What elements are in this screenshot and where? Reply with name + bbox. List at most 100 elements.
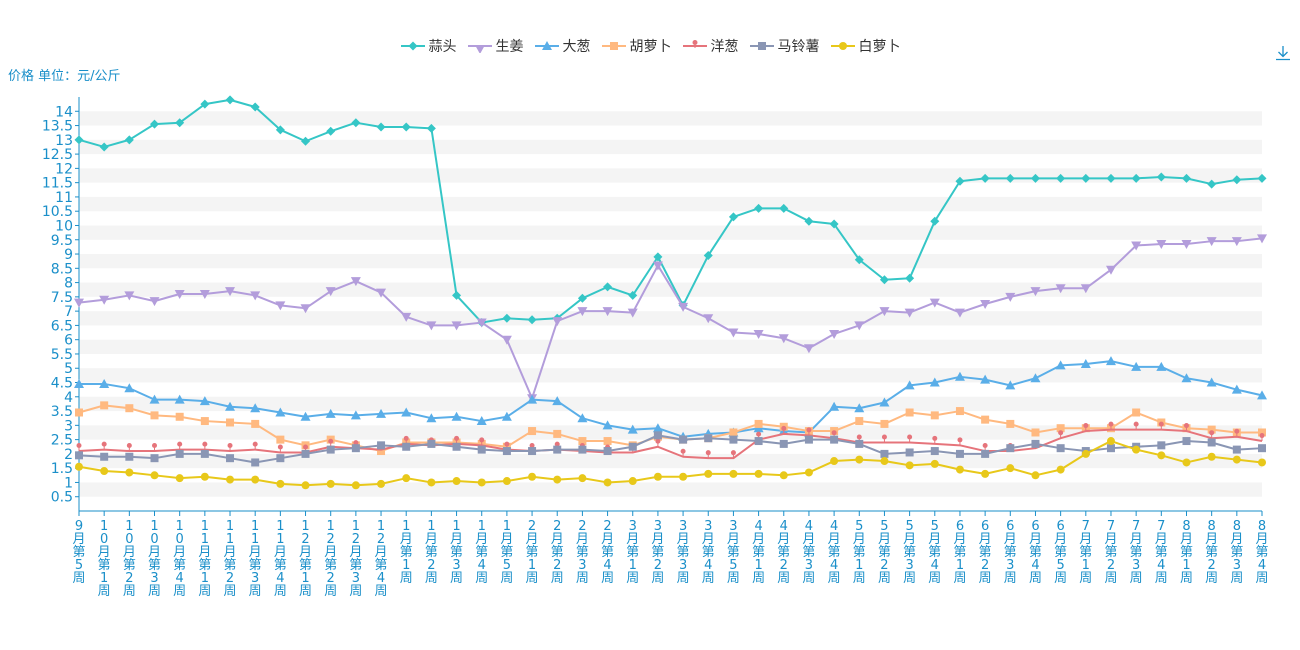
data-point bbox=[603, 437, 612, 446]
pin-head bbox=[781, 425, 787, 431]
data-point bbox=[353, 440, 359, 449]
data-point bbox=[275, 301, 286, 311]
data-point bbox=[476, 318, 487, 328]
data-point bbox=[578, 445, 587, 454]
data-point bbox=[1006, 419, 1015, 428]
y-axis-ticks: 0.511.522.533.544.555.566.577.588.599.51… bbox=[42, 104, 79, 506]
x-tick-label: 7 月第 2 周 bbox=[1104, 519, 1117, 586]
pin-head bbox=[403, 435, 409, 441]
data-point bbox=[552, 317, 563, 327]
x-tick-label: 4 月第 4 周 bbox=[828, 519, 841, 586]
data-point bbox=[325, 408, 336, 418]
data-point bbox=[678, 431, 689, 441]
pin-head bbox=[101, 441, 107, 447]
data-point bbox=[350, 277, 361, 287]
data-point bbox=[754, 419, 763, 428]
data-point bbox=[779, 422, 788, 431]
data-point bbox=[200, 417, 209, 426]
data-point bbox=[1080, 358, 1091, 368]
data-point bbox=[930, 447, 939, 456]
data-point bbox=[276, 454, 285, 463]
data-point bbox=[451, 411, 462, 421]
pin-head bbox=[177, 441, 183, 447]
data-point bbox=[100, 401, 109, 410]
data-point bbox=[427, 438, 436, 447]
pin-head bbox=[1108, 421, 1114, 427]
data-point bbox=[301, 481, 310, 490]
data-point bbox=[1232, 455, 1241, 464]
data-point bbox=[855, 455, 864, 464]
legend-label: 洋葱 bbox=[710, 39, 739, 55]
data-point bbox=[880, 449, 889, 458]
data-point bbox=[602, 420, 613, 430]
data-point bbox=[1056, 424, 1065, 433]
x-tick-label: 1 1 月第 3 周 bbox=[249, 519, 262, 599]
data-point bbox=[578, 474, 587, 483]
data-point bbox=[729, 428, 738, 437]
data-point bbox=[477, 439, 486, 448]
data-point bbox=[628, 477, 637, 486]
data-point bbox=[1231, 237, 1242, 247]
data-point bbox=[577, 413, 588, 423]
y-tick-label: 11.5 bbox=[42, 176, 73, 192]
data-point bbox=[679, 435, 688, 444]
data-point bbox=[527, 394, 538, 404]
data-point bbox=[930, 459, 939, 468]
pin-head bbox=[1158, 421, 1164, 427]
data-point bbox=[99, 378, 110, 388]
data-point bbox=[1156, 172, 1166, 182]
pin-head bbox=[692, 40, 697, 45]
pin-head bbox=[579, 443, 585, 449]
data-point bbox=[704, 469, 713, 478]
data-point bbox=[980, 300, 991, 309]
legend-swatch-icon bbox=[830, 42, 855, 50]
y-tick-label: 2.5 bbox=[51, 433, 73, 449]
data-point bbox=[125, 452, 134, 461]
legend-item[interactable]: 洋葱 bbox=[682, 36, 739, 56]
legend-swatch-icon bbox=[749, 42, 774, 50]
data-point bbox=[981, 449, 990, 458]
data-point bbox=[1006, 444, 1015, 453]
data-point bbox=[854, 255, 864, 265]
data-point bbox=[300, 411, 311, 421]
x-tick-label: 8 月第 3 周 bbox=[1230, 519, 1243, 586]
y-tick-label: 9.5 bbox=[51, 233, 73, 249]
data-point bbox=[756, 431, 762, 440]
data-point bbox=[753, 329, 764, 339]
x-tick-label: 2 月第 3 周 bbox=[576, 519, 589, 586]
legend-marker bbox=[692, 40, 697, 48]
data-point bbox=[552, 313, 562, 323]
pin-head bbox=[76, 443, 82, 449]
legend-item[interactable]: 生姜 bbox=[467, 36, 524, 56]
data-point bbox=[300, 304, 311, 314]
data-point bbox=[1207, 438, 1216, 447]
legend-item[interactable]: 马铃薯 bbox=[749, 36, 820, 56]
legend-item[interactable]: 胡萝卜 bbox=[601, 36, 672, 56]
pin-head bbox=[454, 435, 460, 441]
legend-item[interactable]: 白萝卜 bbox=[830, 36, 901, 56]
data-point bbox=[955, 176, 965, 186]
data-point bbox=[101, 441, 107, 450]
data-point bbox=[276, 435, 285, 444]
data-point bbox=[856, 434, 862, 443]
x-tick-label: 1 月第 4 周 bbox=[475, 519, 488, 586]
x-tick-label: 8 月第 2 周 bbox=[1205, 519, 1218, 586]
data-point bbox=[1083, 423, 1089, 432]
legend-item[interactable]: 大葱 bbox=[534, 36, 591, 56]
data-point bbox=[1259, 433, 1265, 442]
data-point bbox=[1056, 444, 1065, 453]
x-tick-label: 1 0 月第 4 周 bbox=[173, 519, 186, 599]
x-tick-label: 1 0 月第 3 周 bbox=[148, 519, 161, 599]
legend-label: 大葱 bbox=[562, 39, 591, 55]
data-point bbox=[1258, 458, 1266, 467]
data-point bbox=[149, 394, 160, 404]
data-point bbox=[451, 321, 462, 331]
data-point bbox=[1058, 430, 1064, 439]
data-point bbox=[830, 427, 839, 436]
data-point bbox=[452, 442, 461, 451]
data-point bbox=[150, 411, 159, 420]
grid-band bbox=[79, 254, 1262, 269]
data-point bbox=[225, 95, 235, 105]
legend-item[interactable]: 蒜头 bbox=[400, 36, 457, 56]
download-icon[interactable] bbox=[1274, 44, 1292, 62]
